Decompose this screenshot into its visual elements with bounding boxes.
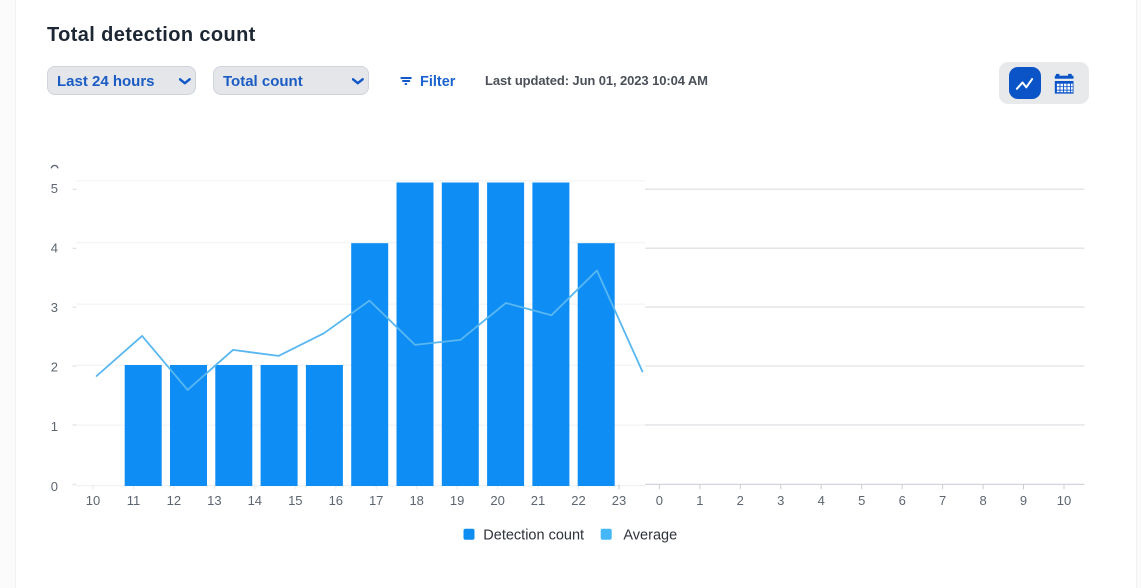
- svg-text:23: 23: [612, 493, 626, 508]
- svg-text:21: 21: [531, 493, 545, 508]
- svg-text:15: 15: [288, 493, 302, 508]
- svg-text:20: 20: [490, 493, 504, 508]
- svg-text:22: 22: [571, 493, 585, 508]
- svg-text:0: 0: [656, 493, 663, 508]
- svg-text:12: 12: [167, 493, 181, 508]
- svg-text:Detection count: Detection count: [483, 527, 584, 543]
- svg-text:1: 1: [51, 419, 58, 434]
- svg-text:13: 13: [207, 493, 221, 508]
- svg-text:7: 7: [939, 493, 946, 508]
- svg-text:4: 4: [51, 240, 58, 255]
- svg-text:17: 17: [369, 493, 383, 508]
- svg-text:14: 14: [248, 493, 262, 508]
- svg-text:10: 10: [1057, 493, 1071, 508]
- svg-text:8: 8: [979, 493, 986, 508]
- svg-text:9: 9: [1020, 493, 1027, 508]
- svg-text:1: 1: [696, 493, 703, 508]
- svg-text:5: 5: [858, 493, 865, 508]
- svg-text:18: 18: [409, 493, 423, 508]
- svg-text:16: 16: [329, 493, 343, 508]
- svg-text:2: 2: [51, 360, 58, 375]
- svg-text:6: 6: [899, 493, 906, 508]
- svg-text:Average: Average: [623, 527, 677, 543]
- svg-text:0: 0: [51, 479, 58, 494]
- svg-text:3: 3: [51, 300, 58, 315]
- svg-text:10: 10: [86, 493, 100, 508]
- svg-text:5: 5: [51, 181, 58, 196]
- svg-text:4: 4: [818, 493, 825, 508]
- svg-text:3: 3: [777, 493, 784, 508]
- svg-text:2: 2: [737, 493, 744, 508]
- svg-text:11: 11: [127, 493, 141, 508]
- svg-text:19: 19: [450, 493, 464, 508]
